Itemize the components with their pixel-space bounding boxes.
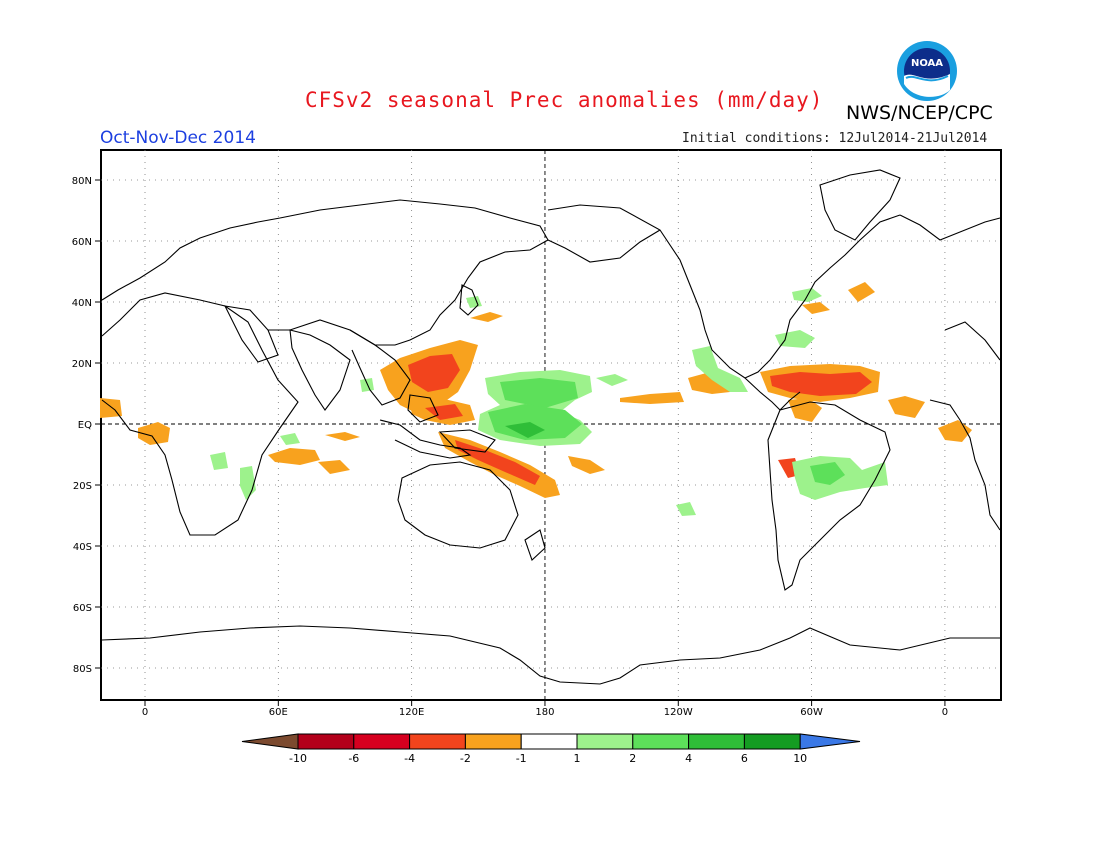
coast-asia-north (268, 199, 549, 346)
legend-label: -2 (460, 752, 471, 765)
legend-label: -10 (289, 752, 307, 765)
coast-africa (101, 292, 299, 536)
wet-patch-brazil-core (810, 462, 845, 485)
coastlines (101, 169, 1001, 685)
coast-india (289, 329, 351, 411)
coast-japan (459, 284, 479, 316)
coast-greenland (819, 169, 901, 241)
coast-africa-west-right (929, 399, 1001, 531)
legend-label: 10 (793, 752, 807, 765)
dry-patch-north-atlantic (802, 302, 830, 314)
coast-arabia (224, 305, 279, 363)
legend-label: -4 (404, 752, 415, 765)
coast-central-america (744, 377, 801, 411)
coast-south-america (767, 401, 891, 591)
latitude-labels: 80N 60N 40N 20N EQ 20S 40S 60S 80S (72, 176, 92, 675)
legend-bin (520, 733, 578, 750)
wet-patch-north-atlantic (792, 288, 822, 302)
legend-bin (409, 733, 466, 750)
dry-patch-japan (470, 312, 503, 322)
lat-label: 20N (72, 359, 92, 370)
coast-antarctica (101, 625, 1000, 685)
legend-labels: -10 -6 -4 -2 -1 1 2 4 6 10 (289, 752, 807, 765)
legend-bin (799, 733, 861, 750)
coast-borneo (407, 394, 439, 423)
legend-label: 2 (629, 752, 636, 765)
lat-label: 20S (73, 481, 92, 492)
initial-conditions-label: Initial conditions: 12Jul2014-21Jul2014 (682, 131, 988, 146)
wet-patch-mexico (692, 346, 748, 392)
legend-label: 1 (574, 752, 581, 765)
coast-europe (101, 217, 281, 301)
wet-patch-central-pacific-south (488, 404, 582, 440)
wet-patch-central-pacific-mid (500, 378, 578, 408)
color-legend (241, 733, 861, 750)
legend-bin (297, 733, 355, 750)
dry-patch-atlantic-tropical (888, 396, 925, 418)
legend-label: 6 (741, 752, 748, 765)
wet-patch-east-africa (210, 452, 228, 470)
dry-patch-central-indian (325, 432, 360, 441)
lat-label: 60N (72, 237, 92, 248)
wet-patch-mozambique (240, 466, 256, 500)
lon-label: 0 (942, 707, 948, 718)
dry-patch-atlantic-mid (848, 282, 875, 302)
coast-new-zealand (524, 529, 546, 561)
dry-patch-east-indian (268, 448, 320, 465)
longitude-labels: 0 60E 120E 180 120W 60W 0 (142, 707, 948, 718)
lat-label: 60S (73, 603, 92, 614)
lon-label: 120E (399, 707, 424, 718)
legend-bin (688, 733, 745, 750)
legend-label: -6 (348, 752, 359, 765)
noaa-logo: NOAA (897, 41, 957, 101)
legend-bin (241, 733, 299, 750)
dry-patch-indian-south (318, 460, 350, 474)
wet-patch-gulf (775, 330, 815, 348)
legend-bin (576, 733, 634, 750)
dry-patch-south-america (788, 398, 822, 422)
legend-label: 4 (685, 752, 692, 765)
lon-label: 0 (142, 707, 148, 718)
legend-bin (464, 733, 522, 750)
dry-patch-caribbean-core (770, 372, 872, 396)
wet-anomalies (210, 288, 888, 516)
period-label: Oct-Nov-Dec 2014 (100, 128, 256, 148)
legend-bin (632, 733, 690, 750)
lat-label: 80N (72, 176, 92, 187)
lon-label: 60E (269, 707, 288, 718)
lat-label: EQ (78, 420, 92, 431)
wet-patch-subtropical-pacific (596, 374, 628, 386)
agency-label: NWS/NCEP/CPC (846, 102, 993, 124)
coast-alaska (547, 229, 661, 263)
noaa-logo-text: NOAA (911, 58, 943, 69)
legend-label: -1 (516, 752, 527, 765)
wet-patch-bay-bengal (360, 378, 374, 392)
lat-label: 40S (73, 542, 92, 553)
lon-label: 180 (535, 707, 554, 718)
coast-australia (397, 461, 519, 549)
wet-patch-south-pacific (676, 502, 696, 516)
coast-new-guinea (438, 429, 496, 453)
lat-label: 80S (73, 664, 92, 675)
lon-label: 60W (800, 707, 823, 718)
coast-north-america (547, 204, 901, 379)
coast-se-asia (349, 329, 411, 406)
dry-patch-gulf-guinea (138, 422, 170, 445)
legend-bin (353, 733, 411, 750)
wet-patch-central-pacific-core (505, 422, 545, 438)
wet-patch-indian (280, 433, 300, 445)
coast-indonesia (379, 419, 472, 459)
dry-patch-south-pacific (568, 456, 605, 474)
lon-label: 120W (664, 707, 693, 718)
legend-bin (743, 733, 801, 750)
coast-europe-east (899, 214, 1001, 241)
dry-anomalies (100, 282, 972, 498)
lat-label: 40N (72, 298, 92, 309)
coast-africa-east (944, 321, 1001, 361)
chart-title: CFSv2 seasonal Prec anomalies (mm/day) (305, 88, 824, 112)
dry-patch-central-pacific (620, 392, 684, 404)
dry-patch-west-pacific-core (408, 354, 460, 392)
